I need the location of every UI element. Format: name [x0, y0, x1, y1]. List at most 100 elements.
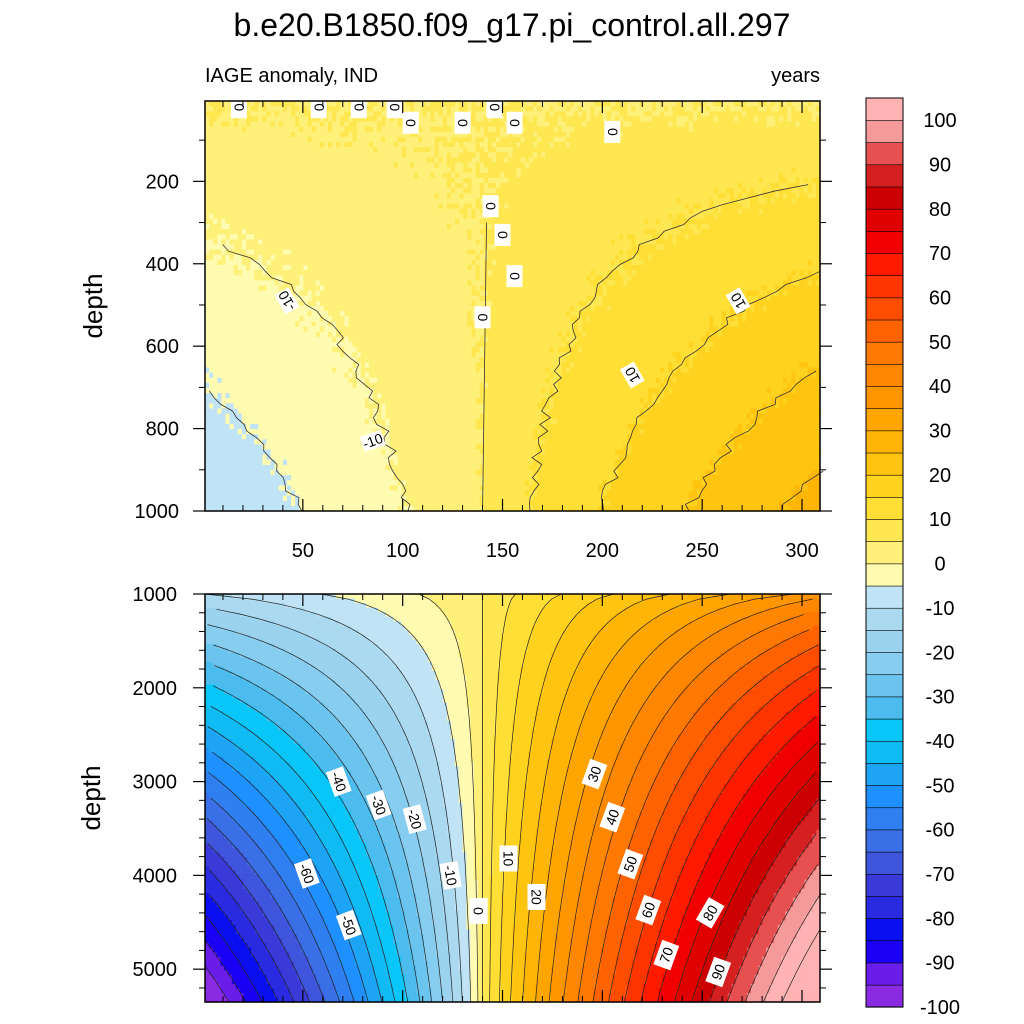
upper-field-cell	[316, 419, 321, 425]
upper-field-cell	[369, 111, 374, 117]
upper-field-cell	[361, 142, 366, 148]
upper-field-cell	[373, 388, 378, 394]
upper-field-cell	[410, 409, 415, 415]
upper-field-cell	[291, 198, 296, 204]
upper-field-cell	[308, 265, 313, 271]
upper-field-cell	[365, 332, 370, 338]
upper-field-cell	[246, 152, 251, 158]
upper-field-cell	[217, 152, 222, 158]
upper-field-cell	[209, 342, 214, 348]
upper-field-cell	[373, 122, 378, 128]
upper-field-cell	[410, 347, 415, 353]
upper-field-cell	[390, 183, 395, 189]
upper-field-cell	[353, 409, 358, 415]
upper-field-cell	[213, 265, 218, 271]
upper-field-cell	[418, 245, 423, 251]
upper-field-cell	[418, 296, 423, 302]
upper-field-cell	[414, 332, 419, 338]
upper-field-cell	[431, 301, 436, 307]
upper-field-cell	[435, 501, 440, 507]
upper-field-cell	[365, 157, 370, 163]
upper-field-cell	[221, 475, 226, 481]
upper-field-cell	[320, 327, 325, 333]
upper-field-cell	[406, 306, 411, 312]
upper-field-cell	[254, 204, 259, 210]
upper-field-cell	[217, 178, 222, 184]
upper-field-cell	[447, 327, 452, 333]
upper-field-cell	[435, 398, 440, 404]
upper-field-cell	[365, 470, 370, 476]
upper-field-cell	[230, 301, 235, 307]
upper-field-cell	[320, 393, 325, 399]
upper-field-cell	[414, 291, 419, 297]
upper-field-cell	[209, 398, 214, 404]
upper-field-cell	[250, 342, 255, 348]
upper-field-cell	[455, 286, 460, 292]
upper-field-cell	[221, 173, 226, 179]
upper-field-cell	[418, 291, 423, 297]
upper-field-cell	[340, 434, 345, 440]
upper-field-cell	[209, 347, 214, 353]
upper-field-cell	[336, 219, 341, 225]
upper-field-cell	[394, 198, 399, 204]
upper-field-cell	[377, 347, 382, 353]
upper-field-cell	[328, 260, 333, 266]
upper-field-cell	[443, 193, 448, 199]
upper-field-cell	[398, 234, 403, 240]
upper-field-cell	[381, 403, 386, 409]
upper-field-cell	[250, 209, 255, 215]
upper-field-cell	[226, 270, 231, 276]
upper-field-cell	[410, 255, 415, 261]
upper-field-cell	[312, 352, 317, 358]
upper-field-cell	[320, 229, 325, 235]
upper-field-cell	[258, 352, 263, 358]
upper-field-cell	[447, 245, 452, 251]
upper-field-cell	[287, 122, 292, 128]
upper-field-cell	[279, 491, 284, 497]
upper-field-cell	[320, 173, 325, 179]
upper-field-cell	[254, 168, 259, 174]
upper-field-cell	[291, 450, 296, 456]
upper-field-cell	[295, 111, 300, 117]
upper-field-cell	[291, 152, 296, 158]
upper-field-cell	[353, 398, 358, 404]
upper-field-cell	[439, 414, 444, 420]
upper-field-cell	[328, 168, 333, 174]
upper-field-cell	[431, 414, 436, 420]
upper-field-cell	[353, 193, 358, 199]
upper-field-cell	[418, 450, 423, 456]
upper-field-cell	[398, 311, 403, 317]
upper-field-cell	[234, 311, 239, 317]
upper-field-cell	[217, 301, 222, 307]
upper-field-cell	[209, 321, 214, 327]
upper-field-cell	[443, 265, 448, 271]
upper-field-cell	[435, 286, 440, 292]
upper-field-cell	[303, 183, 308, 189]
upper-field-cell	[357, 286, 362, 292]
upper-field-cell	[336, 373, 341, 379]
upper-field-cell	[312, 255, 317, 261]
upper-field-cell	[394, 398, 399, 404]
upper-field-cell	[381, 173, 386, 179]
upper-field-cell	[377, 311, 382, 317]
upper-field-cell	[234, 332, 239, 338]
upper-field-cell	[435, 275, 440, 281]
upper-field-cell	[340, 178, 345, 184]
upper-field-cell	[246, 214, 251, 220]
upper-field-cell	[336, 501, 341, 507]
upper-field-cell	[410, 250, 415, 256]
upper-field-cell	[221, 485, 226, 491]
upper-field-cell	[328, 127, 333, 133]
upper-field-cell	[295, 465, 300, 471]
upper-field-cell	[258, 388, 263, 394]
upper-field-cell	[262, 470, 267, 476]
upper-field-cell	[303, 291, 308, 297]
upper-field-cell	[369, 311, 374, 317]
upper-field-cell	[447, 296, 452, 302]
upper-field-cell	[324, 157, 329, 163]
upper-field-cell	[328, 270, 333, 276]
upper-field-cell	[369, 116, 374, 122]
upper-field-cell	[303, 373, 308, 379]
upper-field-cell	[267, 116, 272, 122]
upper-field-cell	[394, 332, 399, 338]
